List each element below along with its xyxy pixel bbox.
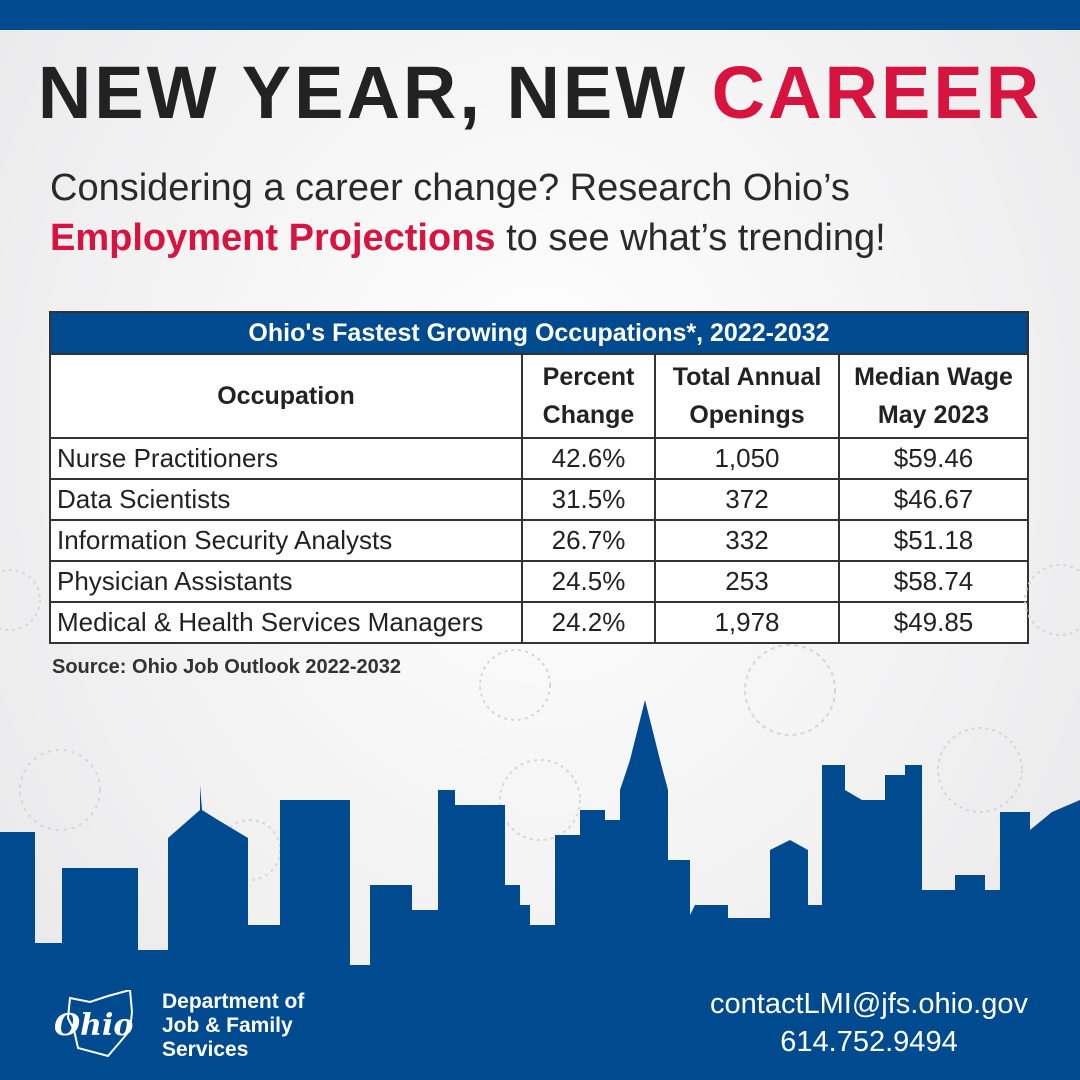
cell-openings: 1,050 xyxy=(654,437,840,480)
subtitle: Considering a career change? Research Oh… xyxy=(50,163,1050,263)
cell-percent: 42.6% xyxy=(521,437,656,480)
header-occupation: Occupation xyxy=(49,353,523,439)
cell-occupation: Information Security Analysts xyxy=(49,519,523,562)
fireworks-decoration xyxy=(0,564,1080,881)
cell-occupation: Physician Assistants xyxy=(49,560,523,603)
cell-percent: 26.7% xyxy=(521,519,656,562)
table-row: Physician Assistants 24.5% 253 $58.74 xyxy=(49,560,1029,603)
cell-wage: $58.74 xyxy=(838,560,1029,603)
cell-wage: $51.18 xyxy=(838,519,1029,562)
contact-phone[interactable]: 614.752.9494 xyxy=(780,1026,958,1058)
cell-occupation: Medical & Health Services Managers xyxy=(49,601,523,644)
occupations-table: Ohio's Fastest Growing Occupations*, 202… xyxy=(49,311,1029,644)
cell-occupation: Nurse Practitioners xyxy=(49,437,523,480)
contact-info: contactLMI@jfs.ohio.gov 614.752.9494 xyxy=(710,985,1028,1061)
cell-openings: 253 xyxy=(654,560,840,603)
table-row: Nurse Practitioners 42.6% 1,050 $59.46 xyxy=(49,437,1029,480)
cell-openings: 372 xyxy=(654,478,840,521)
cell-openings: 332 xyxy=(654,519,840,562)
cell-percent: 24.5% xyxy=(521,560,656,603)
svg-text:Ohio: Ohio xyxy=(54,1008,133,1043)
source-note: Source: Ohio Job Outlook 2022-2032 xyxy=(52,656,401,678)
headline: NEW YEAR, NEW CAREER xyxy=(0,50,1080,135)
cell-wage: $59.46 xyxy=(838,437,1029,480)
skyline-silhouette xyxy=(0,700,1080,1080)
table-row: Data Scientists 31.5% 372 $46.67 xyxy=(49,478,1029,521)
table-row: Information Security Analysts 26.7% 332 $51… xyxy=(49,519,1029,562)
table-caption: Ohio's Fastest Growing Occupations*, 202… xyxy=(49,311,1029,355)
cell-percent: 24.2% xyxy=(521,601,656,644)
top-bar xyxy=(0,0,1080,30)
ohio-logo: Ohio xyxy=(54,990,133,1058)
subtitle-line2: to see what’s trending! xyxy=(495,217,886,259)
cell-wage: $49.85 xyxy=(838,601,1029,644)
subtitle-line1: Considering a career change? Research Oh… xyxy=(50,167,850,209)
table-row: Medical & Health Services Managers 24.2% 1… xyxy=(49,601,1029,644)
cell-openings: 1,978 xyxy=(654,601,840,644)
header-median-wage: Median Wage May 2023 xyxy=(838,353,1029,439)
contact-email[interactable]: contactLMI@jfs.ohio.gov xyxy=(710,988,1028,1020)
employment-projections-highlight: Employment Projections xyxy=(50,217,496,259)
header-annual-openings: Total Annual Openings xyxy=(654,353,840,439)
department-name: Department of Job & Family Services xyxy=(162,990,305,1061)
headline-part1: NEW YEAR, NEW xyxy=(37,51,712,134)
cell-wage: $46.67 xyxy=(838,478,1029,521)
cell-occupation: Data Scientists xyxy=(49,478,523,521)
headline-career: CAREER xyxy=(711,51,1043,134)
cell-percent: 31.5% xyxy=(521,478,656,521)
header-percent-change: Percent Change xyxy=(521,353,656,439)
